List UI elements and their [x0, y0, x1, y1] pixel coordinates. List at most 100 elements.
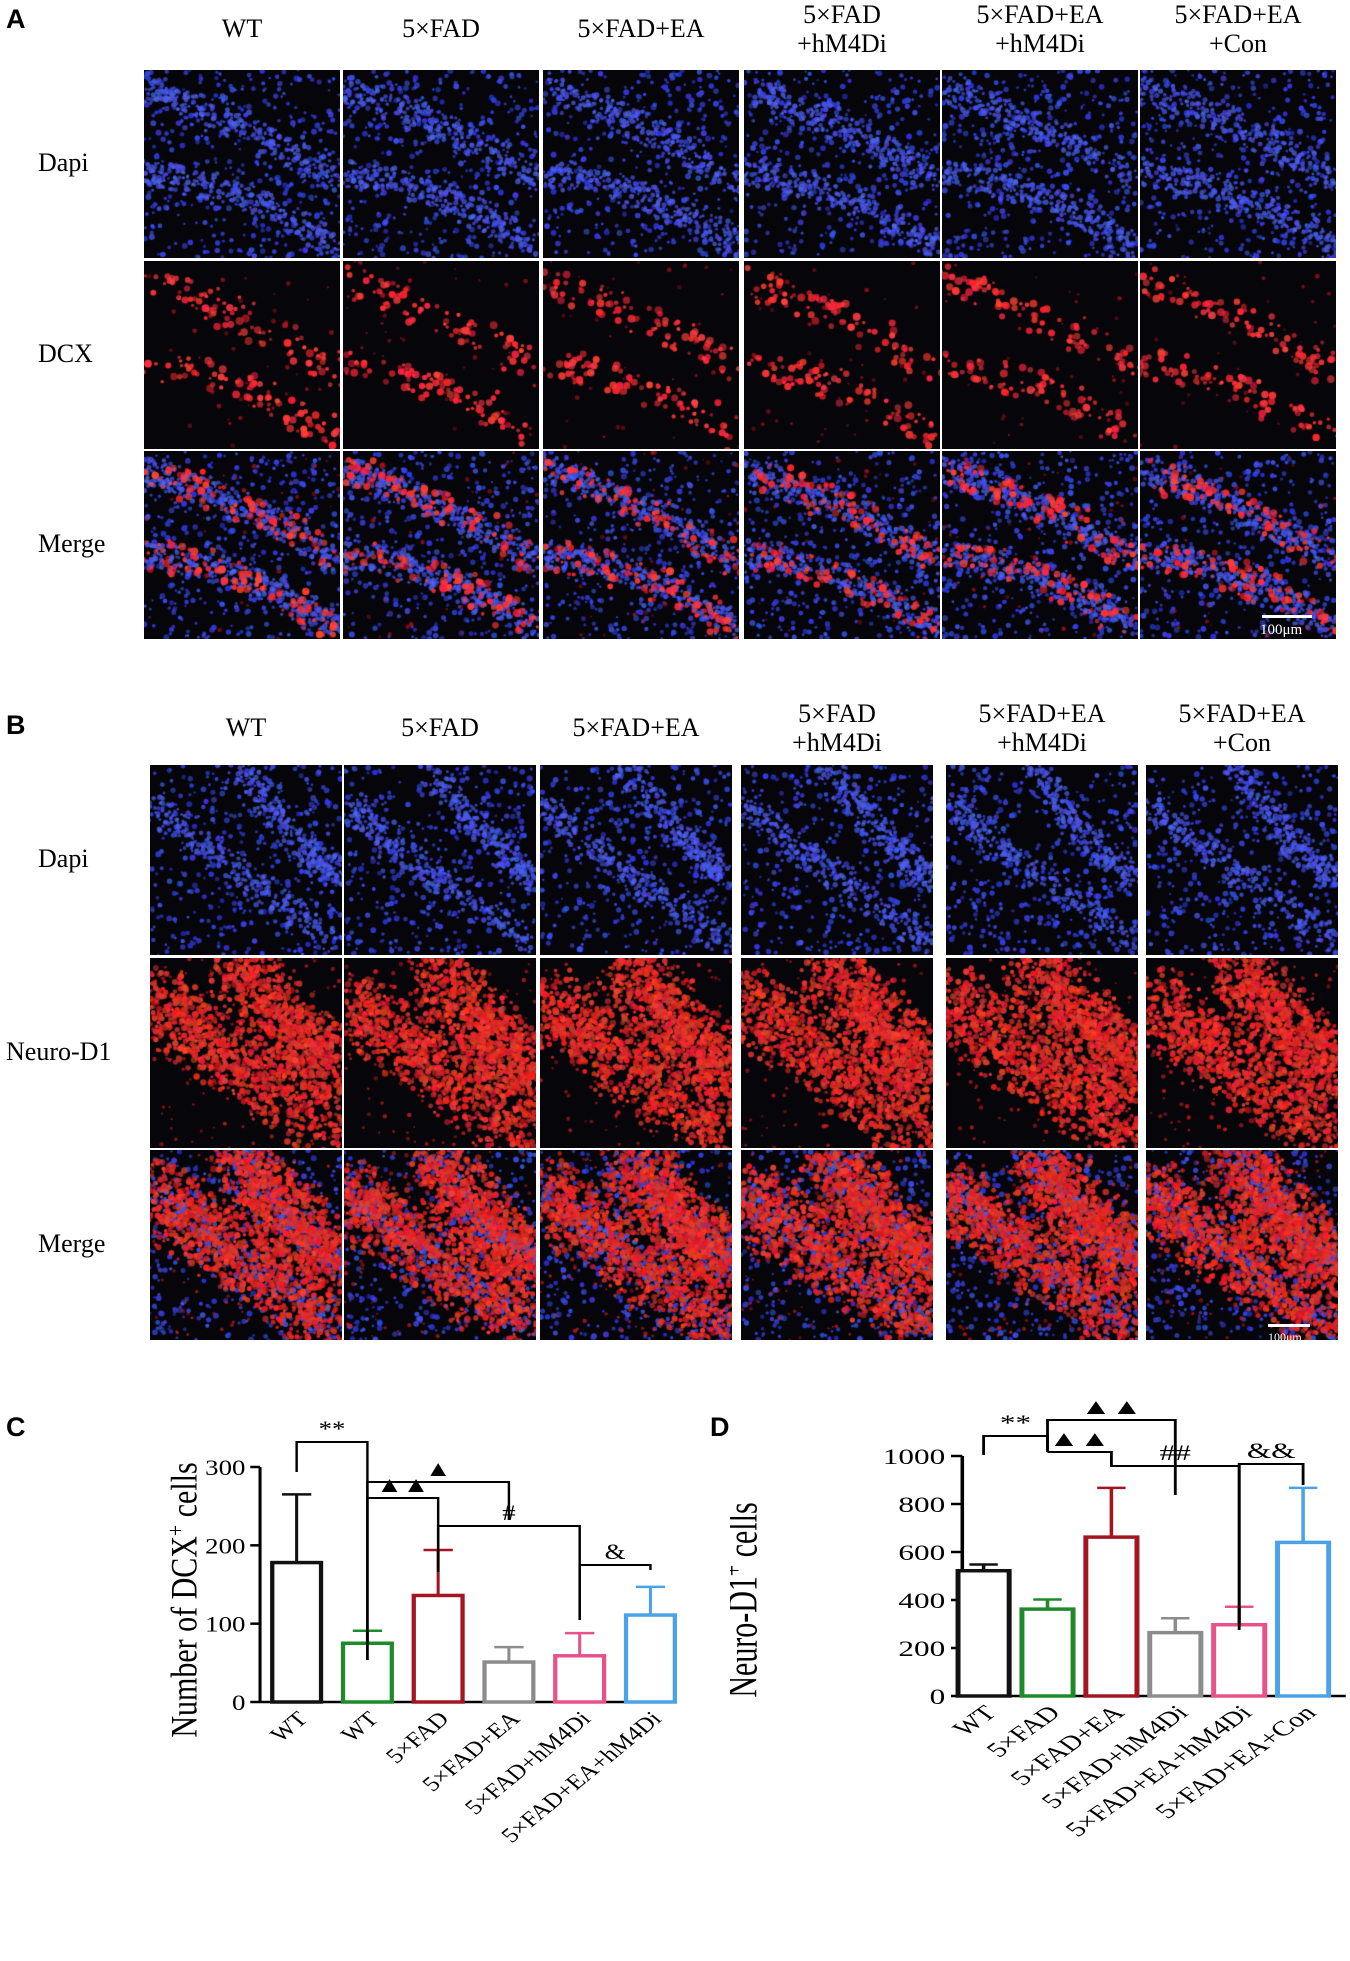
- significance-label: **: [1000, 1410, 1031, 1434]
- chart-d: 02004006008001000WT5×FAD5×FAD+EA5×FAD+hM…: [730, 1400, 1346, 1841]
- bar: [553, 1654, 607, 1704]
- a-micrograph: [543, 261, 739, 449]
- significance-label: ▲▲: [1049, 1426, 1111, 1450]
- y-axis-title-line2: Neuro-D1+ cells: [730, 1502, 766, 1697]
- y-tick-label: 400: [898, 1588, 945, 1612]
- b-micrograph: [1146, 958, 1338, 1148]
- bar: [482, 1660, 536, 1704]
- a-micrograph: [343, 451, 539, 639]
- bar: [1275, 1540, 1332, 1698]
- a-micrograph: [144, 261, 340, 449]
- b-micrograph: [540, 958, 732, 1148]
- a-column-header: 5×FAD: [402, 14, 480, 43]
- panel-b-letter: B: [6, 710, 26, 740]
- significance-label: ▲▲: [1080, 1400, 1142, 1419]
- bar: [411, 1593, 465, 1704]
- a-column-header: 5×FAD+EA +Con: [1174, 0, 1302, 58]
- a-micrograph: [1140, 261, 1336, 449]
- a-row-label: Dapi: [38, 148, 89, 177]
- a-micrograph: [543, 451, 739, 639]
- significance-bracket: [578, 1564, 652, 1620]
- b-micrograph: [150, 1150, 342, 1340]
- bar: [270, 1560, 324, 1704]
- b-micrograph: [946, 1150, 1138, 1340]
- b-micrograph: [344, 765, 536, 955]
- x-tick-label: WT: [265, 1707, 313, 1747]
- a-row-label: DCX: [38, 339, 93, 368]
- b-column-header: 5×FAD+EA +Con: [1178, 699, 1306, 757]
- a-micrograph: [343, 70, 539, 258]
- significance-bracket: [982, 1435, 1049, 1455]
- a-micrograph: [144, 70, 340, 258]
- b-row-label: Dapi: [38, 844, 89, 873]
- x-tick-label: WT: [336, 1707, 384, 1747]
- panel-b-scale-label: 100μm: [1268, 1330, 1302, 1344]
- significance-bracket: [1237, 1463, 1305, 1625]
- panel-d-letter: D: [710, 1412, 730, 1442]
- b-micrograph: [1146, 765, 1338, 955]
- y-tick-label: 800: [898, 1492, 945, 1516]
- b-row-label: Merge: [38, 1229, 106, 1258]
- y-tick-label: 200: [205, 1535, 245, 1559]
- b-column-header: 5×FAD +hM4Di: [792, 699, 882, 757]
- a-micrograph: [744, 261, 940, 449]
- panel-a-scale-label: 100μm: [1260, 622, 1303, 638]
- b-micrograph: [344, 1150, 536, 1340]
- b-micrograph: [946, 958, 1138, 1148]
- b-micrograph: [540, 765, 732, 955]
- y-tick-label: 1000: [883, 1444, 945, 1468]
- a-column-header: 5×FAD+EA: [577, 14, 705, 43]
- bar: [1211, 1622, 1268, 1698]
- b-micrograph: [1146, 1150, 1338, 1340]
- significance-label: &: [605, 1540, 626, 1564]
- b-micrograph: [150, 958, 342, 1148]
- b-micrograph: [150, 765, 342, 955]
- y-tick-label: 0: [232, 1691, 245, 1715]
- significance-label: ##: [1160, 1440, 1192, 1464]
- a-micrograph: [942, 451, 1138, 639]
- b-micrograph: [946, 765, 1138, 955]
- significance-label: #: [502, 1501, 515, 1525]
- b-micrograph: [540, 1150, 732, 1340]
- a-micrograph: [942, 261, 1138, 449]
- panel-c-letter: C: [6, 1412, 26, 1442]
- y-tick-label: 300: [205, 1456, 245, 1480]
- panel-a-scale-bar: [1262, 615, 1312, 618]
- chart-d-content: 02004006008001000WT5×FAD5×FAD+EA5×FAD+hM…: [730, 1400, 1346, 1841]
- significance-label: ▲: [425, 1457, 452, 1481]
- a-micrograph: [144, 451, 340, 639]
- y-axis-title: Number of DCX+ cells: [161, 1462, 205, 1737]
- x-tick-label: 5×FAD+hM4Di: [460, 1707, 597, 1819]
- b-column-header: 5×FAD+EA: [572, 713, 700, 742]
- y-tick-label: 600: [898, 1540, 945, 1564]
- a-row-label: Merge: [38, 529, 106, 558]
- a-column-header: WT: [221, 14, 263, 43]
- a-micrograph: [343, 261, 539, 449]
- a-column-header: 5×FAD+EA +hM4Di: [976, 0, 1104, 58]
- b-micrograph: [741, 765, 933, 955]
- significance-label: ▲▲: [376, 1473, 429, 1497]
- b-row-label: Neuro-D1: [6, 1037, 112, 1066]
- a-column-header: 5×FAD +hM4Di: [797, 0, 887, 58]
- b-micrograph: [741, 958, 933, 1148]
- a-micrograph: [543, 70, 739, 258]
- a-micrograph: [744, 70, 940, 258]
- significance-label: **: [319, 1417, 346, 1441]
- a-micrograph: [744, 451, 940, 639]
- significance-label: &&: [1247, 1438, 1296, 1462]
- bar: [1083, 1535, 1140, 1698]
- bar: [1019, 1607, 1076, 1698]
- significance-bracket: [1047, 1451, 1113, 1460]
- a-micrograph: [1140, 451, 1336, 639]
- y-tick-label: 100: [205, 1613, 245, 1637]
- bar: [1147, 1630, 1204, 1698]
- panel-a-letter: A: [6, 4, 26, 34]
- b-column-header: 5×FAD+EA +hM4Di: [978, 699, 1106, 757]
- y-tick-label: 200: [898, 1636, 945, 1660]
- panel-b-scale-bar: [1268, 1324, 1310, 1327]
- significance-bracket: [1046, 1419, 1177, 1495]
- b-micrograph: [741, 1150, 933, 1340]
- a-micrograph: [1140, 70, 1336, 258]
